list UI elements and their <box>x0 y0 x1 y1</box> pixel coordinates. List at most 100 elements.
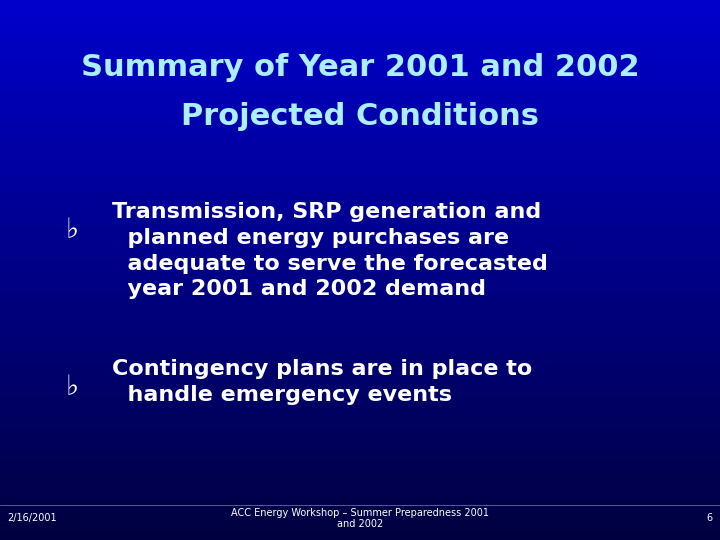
Bar <box>0 319 720 321</box>
Bar <box>0 140 720 143</box>
Bar <box>0 448 720 451</box>
Bar <box>0 481 720 483</box>
Bar <box>0 24 720 27</box>
Bar <box>0 108 720 111</box>
Bar <box>0 62 720 65</box>
Bar <box>0 310 720 313</box>
Bar <box>0 208 720 211</box>
Bar <box>0 113 720 116</box>
Text: Projected Conditions: Projected Conditions <box>181 102 539 131</box>
Bar <box>0 135 720 138</box>
Bar <box>0 364 720 367</box>
Bar <box>0 416 720 418</box>
Bar <box>0 329 720 332</box>
Bar <box>0 65 720 68</box>
Bar <box>0 278 720 281</box>
Bar <box>0 397 720 400</box>
Bar <box>0 486 720 489</box>
Bar <box>0 216 720 219</box>
Bar <box>0 402 720 405</box>
Bar <box>0 346 720 348</box>
Bar <box>0 27 720 30</box>
Bar <box>0 78 720 81</box>
Bar <box>0 119 720 122</box>
Bar <box>0 240 720 243</box>
Bar <box>0 232 720 235</box>
Bar <box>0 92 720 94</box>
Bar <box>0 284 720 286</box>
Bar <box>0 410 720 413</box>
Bar <box>0 475 720 478</box>
Bar <box>0 219 720 221</box>
Bar <box>0 300 720 302</box>
Bar <box>0 362 720 364</box>
Bar <box>0 400 720 402</box>
Text: 6: 6 <box>706 514 713 523</box>
Bar <box>0 470 720 472</box>
Bar <box>0 478 720 481</box>
Bar <box>0 30 720 32</box>
Text: Contingency plans are in place to
  handle emergency events: Contingency plans are in place to handle… <box>112 359 532 404</box>
Bar <box>0 57 720 59</box>
Bar <box>0 386 720 389</box>
Bar <box>0 211 720 213</box>
Bar <box>0 340 720 343</box>
Bar <box>0 205 720 208</box>
Bar <box>0 516 720 518</box>
Bar <box>0 327 720 329</box>
Bar <box>0 0 720 3</box>
Bar <box>0 292 720 294</box>
Text: 2/16/2001: 2/16/2001 <box>7 514 57 523</box>
Bar <box>0 100 720 103</box>
Bar <box>0 324 720 327</box>
Bar <box>0 373 720 375</box>
Bar <box>0 437 720 440</box>
Bar <box>0 267 720 270</box>
Bar <box>0 157 720 159</box>
Bar <box>0 122 720 124</box>
Bar <box>0 335 720 338</box>
Bar <box>0 289 720 292</box>
Bar <box>0 94 720 97</box>
Bar <box>0 68 720 70</box>
Bar <box>0 162 720 165</box>
Bar <box>0 76 720 78</box>
Bar <box>0 3 720 5</box>
Bar <box>0 146 720 148</box>
Bar <box>0 143 720 146</box>
Bar <box>0 526 720 529</box>
Bar <box>0 491 720 494</box>
Text: ♭: ♭ <box>66 373 78 401</box>
Bar <box>0 192 720 194</box>
Bar <box>0 235 720 238</box>
Bar <box>0 389 720 392</box>
Bar <box>0 408 720 410</box>
Text: ♭: ♭ <box>66 216 78 244</box>
Bar <box>0 294 720 297</box>
Bar <box>0 305 720 308</box>
Bar <box>0 238 720 240</box>
Bar <box>0 502 720 505</box>
Bar <box>0 338 720 340</box>
Bar <box>0 308 720 310</box>
Bar <box>0 456 720 459</box>
Bar <box>0 524 720 526</box>
Bar <box>0 89 720 92</box>
Bar <box>0 86 720 89</box>
Bar <box>0 202 720 205</box>
Bar <box>0 483 720 486</box>
Bar <box>0 359 720 362</box>
Bar <box>0 11 720 14</box>
Bar <box>0 59 720 62</box>
Bar <box>0 472 720 475</box>
Bar <box>0 351 720 354</box>
Bar <box>0 116 720 119</box>
Bar <box>0 84 720 86</box>
Bar <box>0 173 720 176</box>
Bar <box>0 454 720 456</box>
Bar <box>0 356 720 359</box>
Bar <box>0 354 720 356</box>
Bar <box>0 265 720 267</box>
Bar <box>0 392 720 394</box>
Bar <box>0 35 720 38</box>
